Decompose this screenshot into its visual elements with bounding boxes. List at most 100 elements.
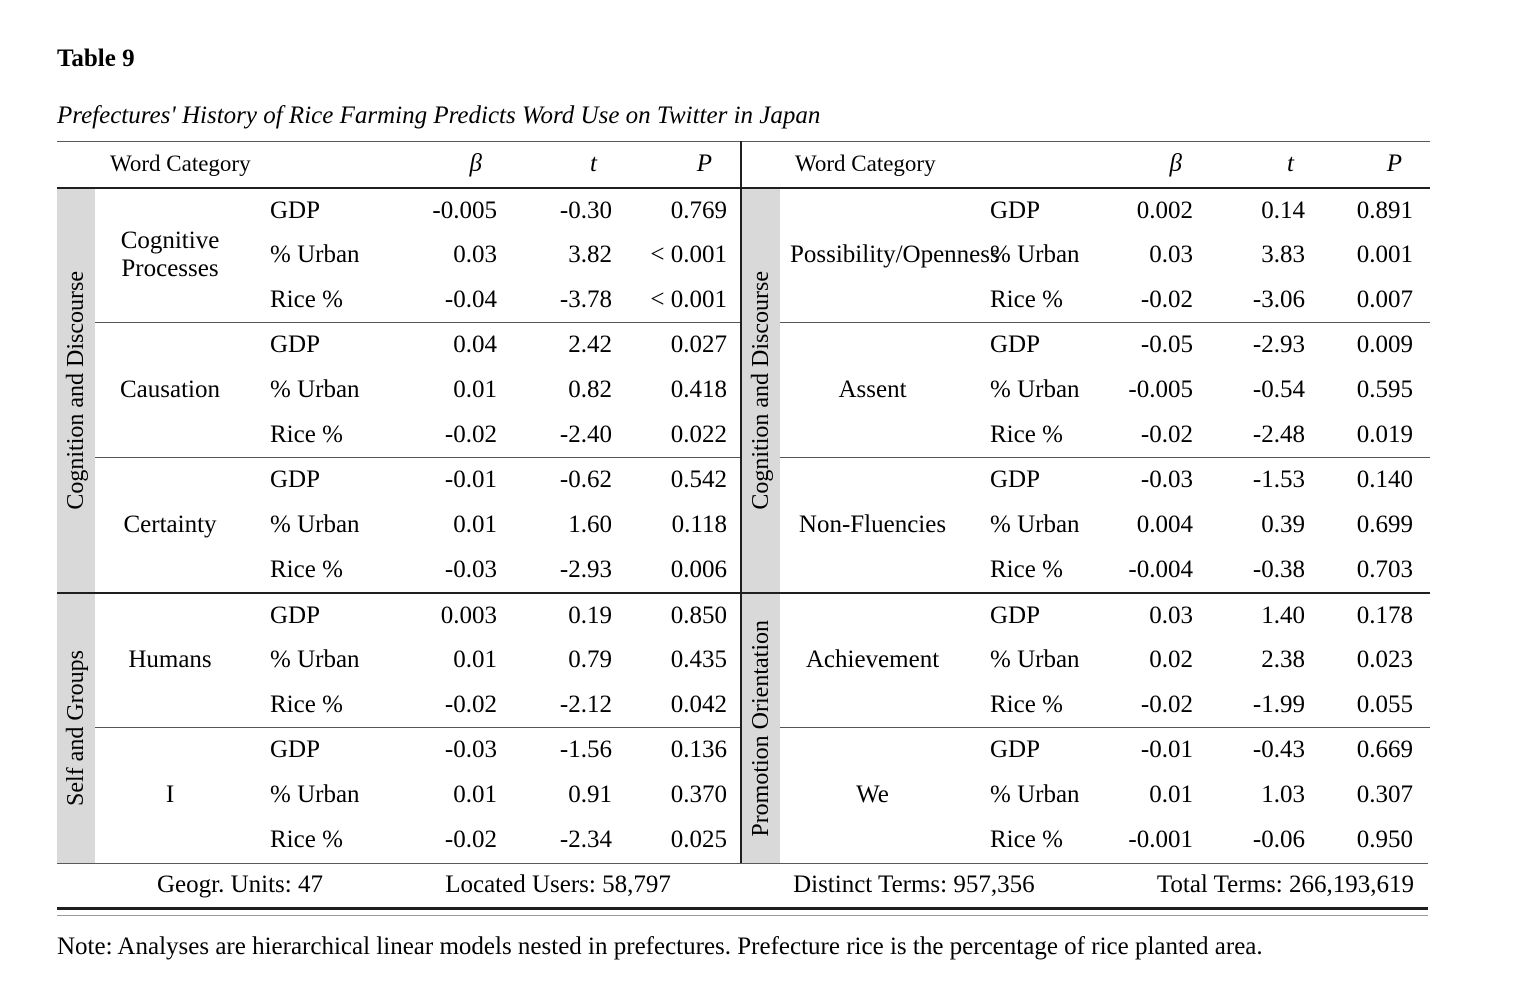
table-caption: Prefectures' History of Rice Farming Pre… bbox=[57, 102, 821, 129]
section-label-cell: Cognition and Discourse bbox=[742, 187, 780, 593]
predictor-cell: GDP bbox=[965, 727, 1100, 773]
p-value: 0.136 bbox=[625, 727, 740, 773]
t-value: 0.14 bbox=[1261, 196, 1305, 224]
t-value: -3.06 bbox=[1252, 285, 1305, 313]
category-cell: We bbox=[780, 727, 965, 863]
table-row: Rice % -0.001 -0.06 0.950 bbox=[742, 818, 1430, 863]
table-row: I GDP -0.03 -1.56 0.136 bbox=[57, 727, 740, 863]
t-value: -0.06 bbox=[1252, 826, 1305, 853]
beta-value: 0.01 bbox=[453, 511, 497, 538]
table-row: Rice % -0.03 -2.93 0.006 bbox=[57, 548, 740, 593]
beta-value: -0.005 bbox=[1128, 376, 1193, 403]
predictor-cell: Rice % bbox=[270, 420, 343, 448]
p-value: 0.370 bbox=[670, 781, 727, 808]
table-right-half: Word Category β t P Cognition and Discou… bbox=[740, 141, 1430, 863]
table-9: Word Category β t P Cognition and Discou… bbox=[57, 141, 1430, 916]
predictor-cell: GDP bbox=[965, 591, 1100, 638]
t-value: -0.54 bbox=[1252, 376, 1305, 403]
table-row: Rice % -0.02 -2.48 0.019 bbox=[742, 413, 1430, 458]
predictor-cell: GDP bbox=[245, 457, 395, 503]
t-value: -3.78 bbox=[559, 285, 612, 313]
p-value: 0.769 bbox=[670, 196, 727, 224]
header-row: Word Category β t P bbox=[742, 141, 1430, 189]
beta-value: 0.03 bbox=[453, 241, 497, 268]
table-note: Note: Analyses are hierarchical linear m… bbox=[57, 932, 1263, 960]
p-value: 0.542 bbox=[625, 457, 740, 503]
column-header-beta: β bbox=[395, 141, 510, 189]
t-value: -2.40 bbox=[559, 420, 612, 448]
predictor-cell: Rice % bbox=[990, 285, 1063, 313]
section-label: Promotion Orientation bbox=[747, 619, 774, 837]
table-row: Rice % -0.02 -2.12 0.042 bbox=[57, 683, 740, 728]
predictor-cell: GDP bbox=[965, 457, 1100, 503]
table-row: Cognition and Discourse Cognitive Proces… bbox=[57, 187, 740, 593]
section-label-cell: Promotion Orientation bbox=[742, 591, 780, 863]
table-row: Rice % -0.02 -2.34 0.025 bbox=[57, 818, 740, 863]
table-row: Rice % -0.02 -2.40 0.022 bbox=[57, 413, 740, 458]
p-value: 0.009 bbox=[1322, 322, 1430, 368]
column-header-p: P bbox=[1322, 141, 1430, 189]
t-value: 0.19 bbox=[510, 591, 625, 638]
category-cell: Assent bbox=[780, 322, 965, 458]
beta-value: -0.02 bbox=[1140, 690, 1193, 718]
stat-distinct-terms: Distinct Terms: 957,356 bbox=[793, 871, 1035, 898]
column-header-beta: β bbox=[1100, 141, 1210, 189]
predictor-cell: Rice % bbox=[990, 420, 1063, 448]
results-table-right: Word Category β t P Cognition and Discou… bbox=[742, 141, 1430, 863]
p-value: 0.006 bbox=[670, 555, 727, 583]
p-value: 0.178 bbox=[1322, 591, 1430, 638]
stats-bar: Geogr. Units: 47 Located Users: 58,797 D… bbox=[57, 862, 1428, 910]
p-value: < 0.001 bbox=[650, 241, 727, 268]
beta-value: 0.01 bbox=[453, 781, 497, 808]
t-value: -2.34 bbox=[559, 826, 612, 853]
t-value: -2.12 bbox=[559, 690, 612, 718]
page: Table 9 Prefectures' History of Rice Far… bbox=[57, 45, 1430, 960]
beta-value: -0.03 bbox=[444, 555, 497, 583]
t-value: 0.79 bbox=[568, 646, 612, 673]
table-row: % Urban 0.01 0.79 0.435 bbox=[57, 638, 740, 683]
beta-value: 0.02 bbox=[1149, 646, 1193, 673]
predictor-cell: Rice % bbox=[270, 690, 343, 718]
p-value: 0.019 bbox=[1356, 420, 1413, 448]
t-value: 3.83 bbox=[1261, 241, 1305, 268]
predictor-cell: % Urban bbox=[990, 376, 1080, 403]
table-row: % Urban -0.005 -0.54 0.595 bbox=[742, 368, 1430, 413]
predictor-cell: % Urban bbox=[270, 511, 360, 538]
t-value: -0.38 bbox=[1252, 555, 1305, 583]
predictor-cell: Rice % bbox=[990, 690, 1063, 718]
predictor-cell: % Urban bbox=[990, 646, 1080, 673]
p-value: 0.118 bbox=[671, 511, 727, 538]
beta-value: 0.03 bbox=[1149, 241, 1193, 268]
p-value: 0.699 bbox=[1356, 511, 1413, 538]
category-cell: Certainty bbox=[95, 457, 245, 593]
results-table-left: Word Category β t P Cognition and Discou… bbox=[57, 141, 740, 863]
beta-value: -0.01 bbox=[395, 457, 510, 503]
predictor-cell: % Urban bbox=[990, 781, 1080, 808]
table-title: Table 9 bbox=[57, 45, 135, 72]
p-value: 0.023 bbox=[1356, 646, 1413, 673]
predictor-cell: Rice % bbox=[270, 555, 343, 583]
p-value: 0.001 bbox=[1356, 241, 1413, 268]
beta-value: -0.01 bbox=[1100, 727, 1210, 773]
p-value: 0.418 bbox=[670, 376, 727, 403]
p-value: 0.027 bbox=[625, 322, 740, 368]
t-value: 1.40 bbox=[1210, 591, 1322, 638]
t-value: 2.38 bbox=[1261, 646, 1305, 673]
t-value: -0.43 bbox=[1210, 727, 1322, 773]
table-row: Certainty GDP -0.01 -0.62 0.542 bbox=[57, 457, 740, 593]
column-header-t: t bbox=[1210, 141, 1322, 189]
table-row: Rice % -0.02 -1.99 0.055 bbox=[742, 683, 1430, 728]
section-label: Cognition and Discourse bbox=[747, 270, 774, 510]
column-header-word-category: Word Category bbox=[742, 141, 1100, 189]
beta-value: -0.04 bbox=[444, 285, 497, 313]
table-row: Rice % -0.02 -3.06 0.007 bbox=[742, 278, 1430, 323]
t-value: -2.93 bbox=[1210, 322, 1322, 368]
t-value: 3.82 bbox=[568, 241, 612, 268]
stat-geogr-units: Geogr. Units: 47 bbox=[157, 871, 323, 898]
p-value: < 0.001 bbox=[650, 285, 727, 313]
predictor-cell: % Urban bbox=[270, 241, 360, 268]
table-body-halves: Word Category β t P Cognition and Discou… bbox=[57, 141, 1430, 863]
beta-value: -0.02 bbox=[1140, 420, 1193, 448]
beta-value: -0.005 bbox=[432, 196, 497, 224]
p-value: 0.435 bbox=[670, 646, 727, 673]
